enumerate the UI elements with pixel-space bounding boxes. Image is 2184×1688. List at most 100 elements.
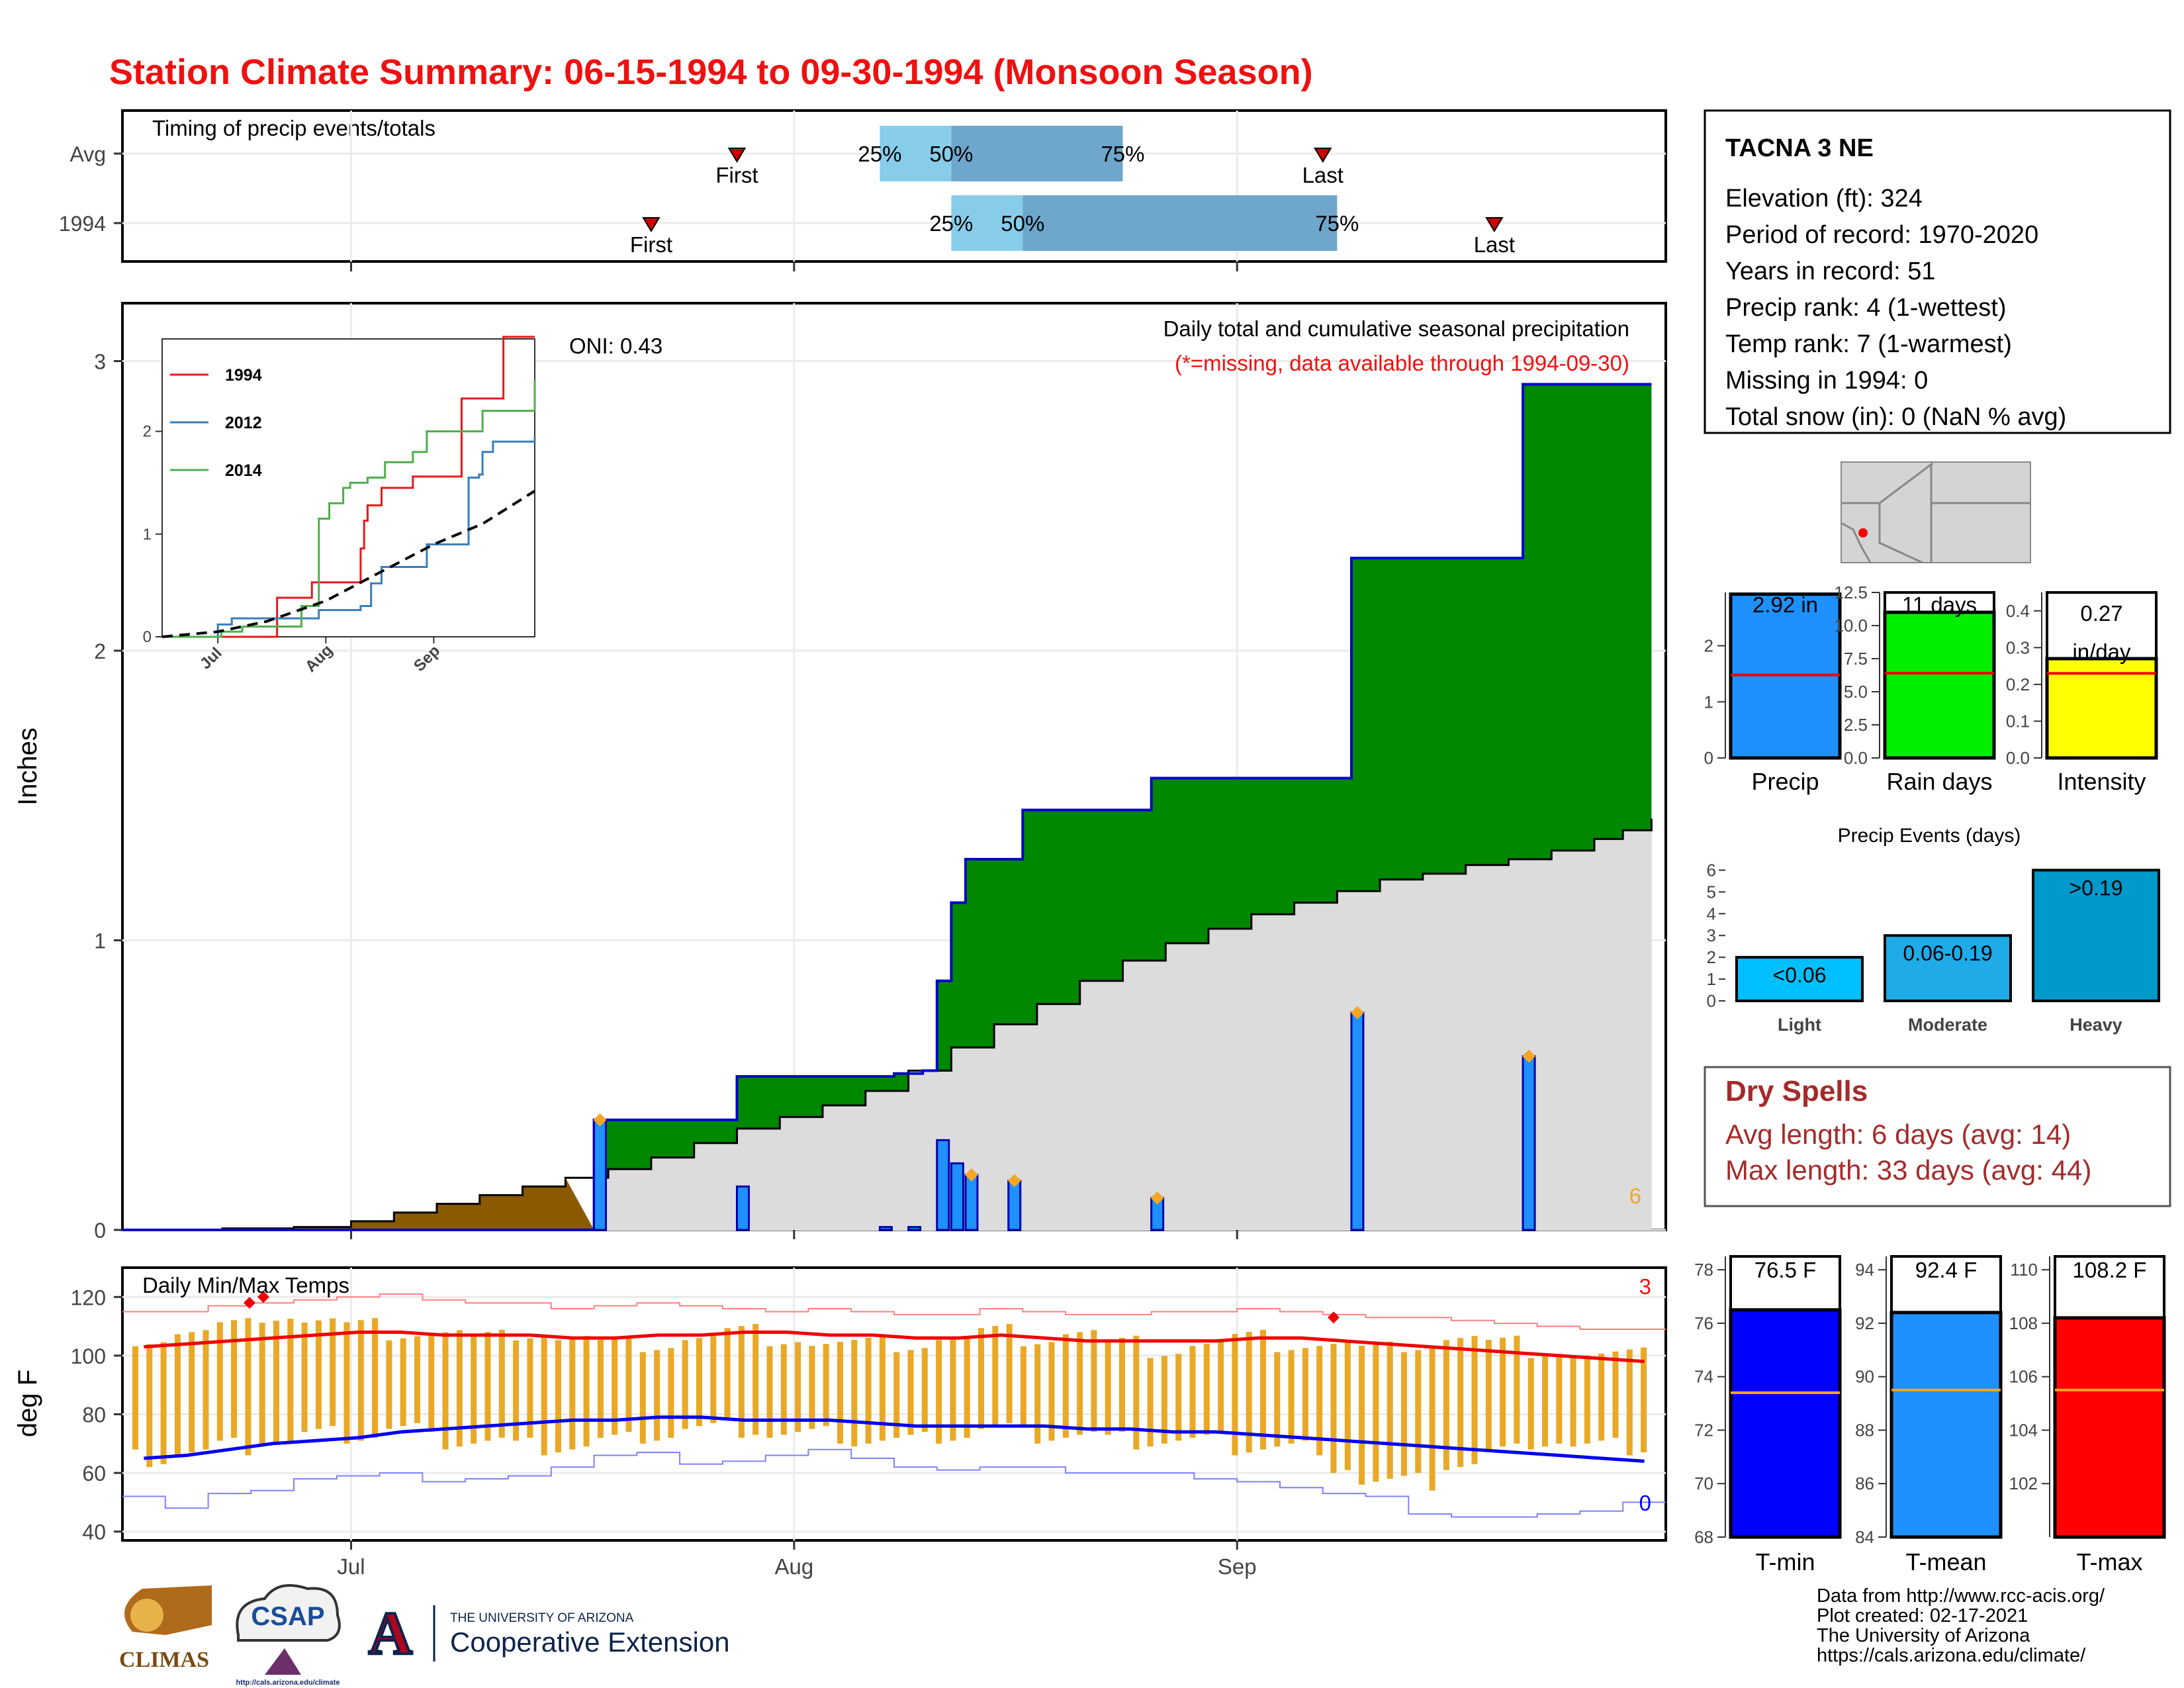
record-low-count: 0 bbox=[1639, 1491, 1651, 1515]
mini-y-tick-label: 2 bbox=[1704, 636, 1713, 656]
timing-event-label: Last bbox=[1302, 163, 1343, 187]
daily-temp-bar bbox=[1570, 1358, 1576, 1447]
heavy-day-marker bbox=[593, 1113, 607, 1127]
event-category-label: Moderate bbox=[1908, 1015, 1987, 1035]
daily-temp-bar bbox=[287, 1319, 294, 1441]
dry-spells-box: Dry Spells Avg length: 6 days (avg: 14) … bbox=[1704, 1066, 2171, 1207]
inset-legend-label: 2014 bbox=[225, 461, 262, 480]
mini-value-bar bbox=[2045, 657, 2158, 760]
inset-legend-label: 1994 bbox=[225, 366, 262, 385]
daily-temp-bar bbox=[343, 1322, 350, 1444]
precip-y-axis: 0 1 2 3 bbox=[94, 350, 122, 1243]
record-high-marker bbox=[1328, 1311, 1340, 1324]
daily-temp-bar bbox=[625, 1335, 632, 1432]
event-bar bbox=[1884, 934, 2012, 1002]
mini-value-label: in/day bbox=[2072, 639, 2131, 664]
ua-logo-letter: A bbox=[369, 1599, 412, 1667]
daily-precip-bar bbox=[593, 1119, 608, 1231]
station-details: Elevation (ft): 324 Period of record: 197… bbox=[1725, 185, 2066, 431]
mini-y-tick-label: 102 bbox=[2009, 1474, 2038, 1493]
daily-temp-bar bbox=[442, 1332, 449, 1450]
csap-logo-cloud bbox=[236, 1584, 341, 1642]
precip-y-tick-label: 3 bbox=[94, 350, 106, 374]
daily-temp-bar bbox=[1246, 1332, 1252, 1453]
daily-temp-bar bbox=[1048, 1342, 1055, 1441]
inset-y-tick-label: 2 bbox=[143, 423, 152, 441]
events-y-tick-label: 6 bbox=[1707, 860, 1716, 880]
event-bar-label: 0.06-0.19 bbox=[1903, 941, 1992, 965]
daily-precip-bar bbox=[1007, 1180, 1022, 1231]
daily-temp-bar bbox=[1514, 1335, 1520, 1444]
daily-temp-bar bbox=[1344, 1342, 1351, 1470]
timing-pct-label: 25% bbox=[929, 211, 973, 236]
daily-temp-bar bbox=[1302, 1348, 1308, 1441]
daily-temp-bar bbox=[950, 1338, 956, 1441]
precip-panel: 0 1 2 3 Inches Daily total and cumulative s… bbox=[13, 302, 1667, 1243]
mini-y-tick-label: 7.5 bbox=[1844, 649, 1868, 669]
inset-series-line bbox=[162, 380, 536, 638]
dry-spells-max: Max length: 33 days (avg: 44) bbox=[1725, 1154, 2091, 1186]
daily-temp-bar bbox=[893, 1352, 900, 1438]
daily-temp-bar bbox=[1006, 1324, 1013, 1423]
inset-legend-label: 2012 bbox=[225, 414, 262, 432]
daily-temp-bar bbox=[1471, 1336, 1478, 1464]
record-max-line bbox=[122, 1293, 1666, 1330]
daily-temp-bar bbox=[710, 1336, 717, 1423]
inset-series-line bbox=[161, 489, 536, 638]
daily-temp-bar bbox=[1373, 1343, 1379, 1482]
daily-temp-bar bbox=[992, 1326, 999, 1427]
daily-temp-bar bbox=[1161, 1356, 1167, 1444]
timing-pct-label: 50% bbox=[1001, 211, 1044, 236]
events-y-tick-label: 2 bbox=[1707, 947, 1716, 967]
precip-subtitle: (*=missing, data available through 1994-… bbox=[1175, 351, 1629, 375]
daily-temp-bar bbox=[301, 1322, 308, 1432]
ua-logo-unit: Cooperative Extension bbox=[450, 1626, 730, 1658]
daily-temp-bar bbox=[1387, 1341, 1393, 1479]
station-detail-line: Years in record: 51 bbox=[1725, 258, 1936, 285]
csap-logo: CSAP http://cals.arizona.edu/climate bbox=[236, 1584, 341, 1687]
timing-bar-25-50 bbox=[880, 126, 952, 181]
mini-y-tick-label: 12.5 bbox=[1834, 583, 1868, 602]
timing-panel: Timing of precip events/totals Avg 25% 50%… bbox=[59, 109, 1667, 271]
daily-temp-bar bbox=[160, 1342, 167, 1464]
daily-temp-bar bbox=[682, 1340, 688, 1429]
dry-spells-avg: Avg length: 6 days (avg: 14) bbox=[1725, 1119, 2071, 1150]
temp-y-tick-label: 40 bbox=[82, 1521, 106, 1544]
event-category-label: Light bbox=[1778, 1015, 1821, 1035]
mini-value-label: 0.27 bbox=[2080, 601, 2122, 626]
mini-y-tick-label: 5.0 bbox=[1844, 682, 1868, 702]
event-bar-label: >0.19 bbox=[2070, 876, 2123, 900]
daily-precip-bar bbox=[1522, 1055, 1536, 1231]
daily-temp-bar bbox=[738, 1326, 745, 1438]
observed-cumulative-line bbox=[122, 383, 1652, 1231]
month-label: Jul bbox=[337, 1554, 365, 1579]
mini-y-tick-label: 1 bbox=[1704, 692, 1713, 712]
daily-temp-bar bbox=[1598, 1353, 1605, 1441]
mini-y-tick-label: 0.0 bbox=[2006, 748, 2030, 768]
heavy-day-marker bbox=[1150, 1191, 1164, 1205]
mini-value-label: 92.4 F bbox=[1915, 1258, 1978, 1282]
temp-y-label: deg F bbox=[13, 1370, 42, 1437]
precip-corner-count: 6 bbox=[1629, 1184, 1641, 1208]
daily-temp-bar bbox=[456, 1330, 463, 1447]
daily-temp-bar bbox=[752, 1324, 759, 1435]
average-cumulative-fill bbox=[594, 818, 1652, 1230]
daily-temp-bar bbox=[541, 1336, 547, 1456]
ua-extension-logo: A THE UNIVERSITY OF ARIZONA Cooperative … bbox=[364, 1598, 730, 1668]
mini-value-label: 11 days bbox=[1902, 592, 1977, 617]
daily-temp-bar bbox=[639, 1352, 646, 1444]
temp-y-axis: 40 60 80 100 120 bbox=[71, 1286, 122, 1544]
daily-temp-bar bbox=[612, 1337, 618, 1435]
daily-temp-bar bbox=[555, 1340, 561, 1453]
month-label: Sep bbox=[1218, 1554, 1257, 1579]
daily-temp-bar bbox=[696, 1338, 702, 1427]
mini-value-label: 108.2 F bbox=[2073, 1258, 2147, 1282]
daily-temp-bar bbox=[907, 1350, 914, 1435]
timing-event-marker bbox=[642, 217, 660, 232]
daily-temp-bar bbox=[1401, 1352, 1407, 1476]
heavy-day-marker bbox=[1522, 1049, 1536, 1063]
record-min-line bbox=[122, 1448, 1666, 1518]
record-high-marker bbox=[244, 1297, 255, 1309]
